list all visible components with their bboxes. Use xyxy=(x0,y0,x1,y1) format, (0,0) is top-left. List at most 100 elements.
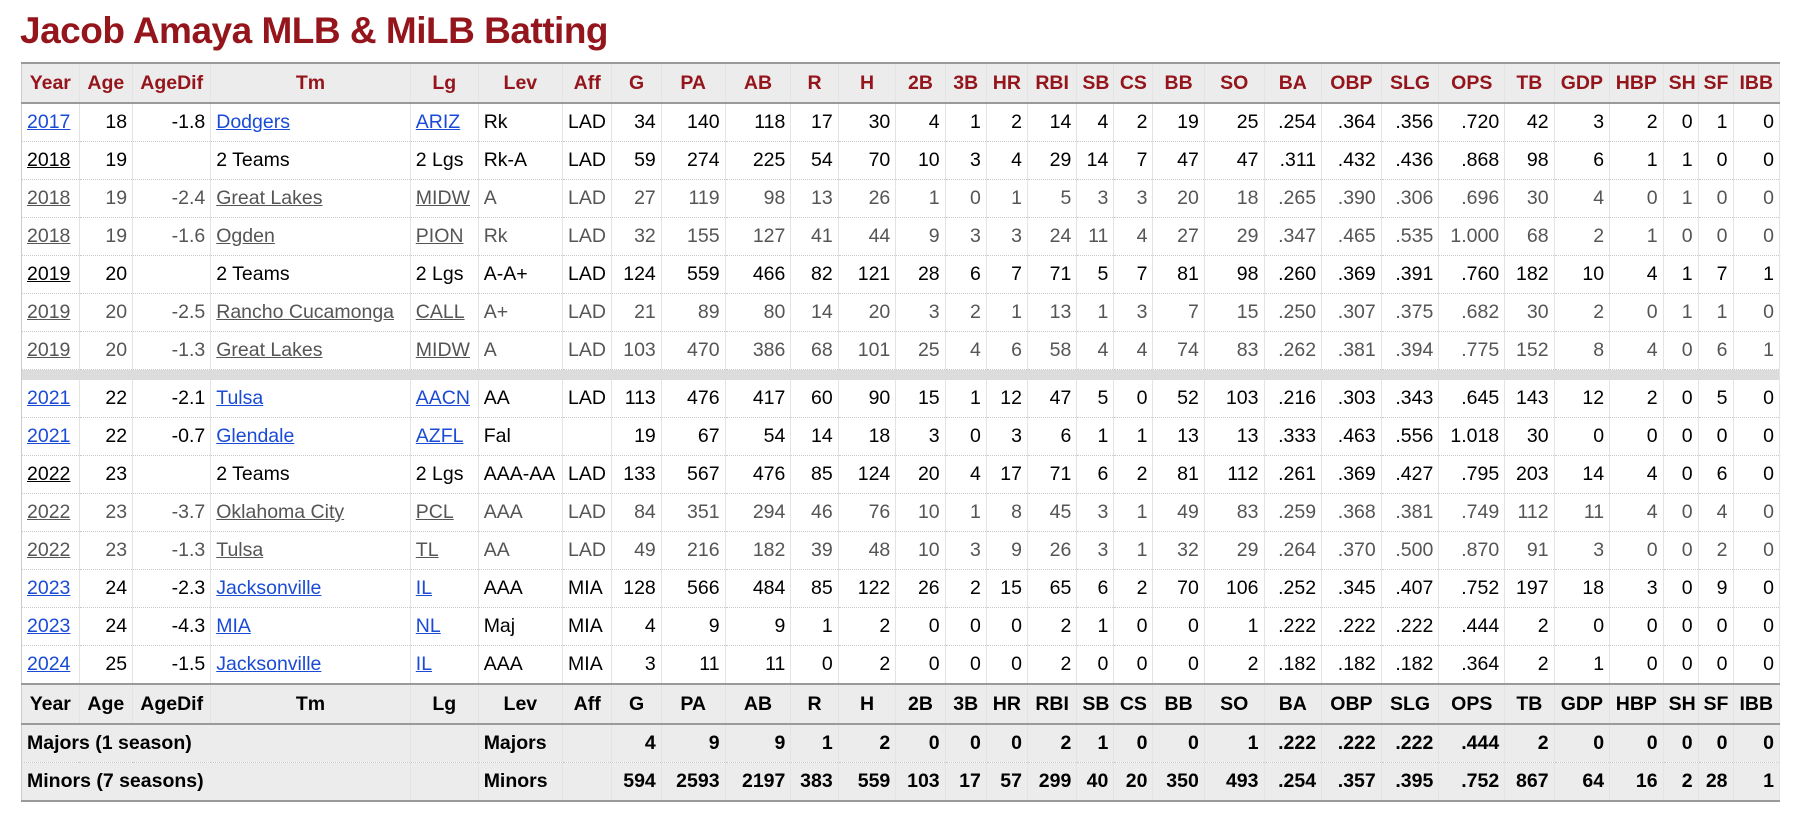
column-header-bb[interactable]: BB xyxy=(1152,683,1205,725)
column-header-cs[interactable]: CS xyxy=(1113,62,1154,104)
link-year[interactable]: 2024 xyxy=(27,653,71,675)
link-lg[interactable]: ARIZ xyxy=(415,111,461,133)
column-header-sb[interactable]: SB xyxy=(1076,62,1115,104)
column-header-hbp[interactable]: HBP xyxy=(1609,62,1664,104)
column-header-so[interactable]: SO xyxy=(1204,62,1265,104)
column-header-h[interactable]: H xyxy=(838,683,897,725)
column-header-gdp[interactable]: GDP xyxy=(1554,683,1611,725)
column-header-3b[interactable]: 3B xyxy=(945,683,987,725)
column-header-year[interactable]: Year xyxy=(21,62,80,104)
link-year[interactable]: 2022 xyxy=(27,463,71,485)
link-year[interactable]: 2022 xyxy=(27,501,71,523)
column-header-ops[interactable]: OPS xyxy=(1438,683,1506,725)
link-year[interactable]: 2019 xyxy=(27,263,71,285)
link-tm[interactable]: Oklahoma City xyxy=(216,501,345,523)
link-tm[interactable]: Great Lakes xyxy=(216,339,323,361)
column-header-ba[interactable]: BA xyxy=(1264,683,1323,725)
link-lg[interactable]: TL xyxy=(415,539,439,561)
column-header-tm[interactable]: Tm xyxy=(210,683,411,725)
link-year[interactable]: 2023 xyxy=(27,577,71,599)
link-lg[interactable]: AACN xyxy=(415,387,470,409)
column-header-rbi[interactable]: RBI xyxy=(1027,62,1078,104)
link-lg[interactable]: MIDW xyxy=(415,339,470,361)
column-header-sf[interactable]: SF xyxy=(1698,683,1734,725)
link-tm[interactable]: Jacksonville xyxy=(216,577,322,599)
column-header-lev[interactable]: Lev xyxy=(478,62,564,104)
link-year[interactable]: 2021 xyxy=(27,387,71,409)
column-header-obp[interactable]: OBP xyxy=(1321,683,1382,725)
column-header-ab[interactable]: AB xyxy=(725,683,792,725)
link-lg[interactable]: IL xyxy=(415,653,433,675)
link-tm[interactable]: Jacksonville xyxy=(216,653,322,675)
link-lg[interactable]: NL xyxy=(415,615,441,637)
link-year[interactable]: 2022 xyxy=(27,539,71,561)
link-year[interactable]: 2017 xyxy=(27,111,71,133)
link-tm[interactable]: Dodgers xyxy=(216,111,290,133)
column-header-r[interactable]: R xyxy=(790,62,839,104)
column-header-2b[interactable]: 2B xyxy=(895,62,946,104)
link-lg[interactable]: CALL xyxy=(415,301,465,323)
link-lg[interactable]: MIDW xyxy=(415,187,470,209)
column-header-age[interactable]: Age xyxy=(79,683,134,725)
column-header-ibb[interactable]: IBB xyxy=(1733,683,1781,725)
column-header-sf[interactable]: SF xyxy=(1698,62,1734,104)
column-header-3b[interactable]: 3B xyxy=(945,62,987,104)
link-tm[interactable]: Tulsa xyxy=(216,387,264,409)
column-header-pa[interactable]: PA xyxy=(661,62,726,104)
column-header-ibb[interactable]: IBB xyxy=(1733,62,1781,104)
link-year[interactable]: 2018 xyxy=(27,187,71,209)
column-header-h[interactable]: H xyxy=(838,62,897,104)
link-year[interactable]: 2019 xyxy=(27,301,71,323)
cell-gdp: 0 xyxy=(1554,724,1611,763)
column-header-ba[interactable]: BA xyxy=(1264,62,1323,104)
column-header-agedif[interactable]: AgeDif xyxy=(132,683,212,725)
column-header-aff[interactable]: Aff xyxy=(562,683,613,725)
column-header-sh[interactable]: SH xyxy=(1663,683,1699,725)
column-header-ab[interactable]: AB xyxy=(725,62,792,104)
column-header-rbi[interactable]: RBI xyxy=(1027,683,1078,725)
column-header-pa[interactable]: PA xyxy=(661,683,726,725)
link-year[interactable]: 2023 xyxy=(27,615,71,637)
link-year[interactable]: 2021 xyxy=(27,425,71,447)
column-header-lg[interactable]: Lg xyxy=(410,62,479,104)
column-header-lg[interactable]: Lg xyxy=(410,683,479,725)
link-lg[interactable]: AZFL xyxy=(415,425,464,447)
column-header-age[interactable]: Age xyxy=(79,62,134,104)
column-header-tm[interactable]: Tm xyxy=(210,62,411,104)
column-header-lev[interactable]: Lev xyxy=(478,683,564,725)
column-header-tb[interactable]: TB xyxy=(1504,683,1555,725)
column-header-bb[interactable]: BB xyxy=(1152,62,1205,104)
column-header-g[interactable]: G xyxy=(611,683,662,725)
link-tm[interactable]: Rancho Cucamonga xyxy=(216,301,395,323)
link-tm[interactable]: MIA xyxy=(216,615,251,637)
column-header-hr[interactable]: HR xyxy=(986,62,1028,104)
column-header-g[interactable]: G xyxy=(611,62,662,104)
column-header-slg[interactable]: SLG xyxy=(1381,683,1440,725)
column-header-sh[interactable]: SH xyxy=(1663,62,1699,104)
column-header-r[interactable]: R xyxy=(790,683,839,725)
column-header-agedif[interactable]: AgeDif xyxy=(132,62,212,104)
link-lg[interactable]: PCL xyxy=(415,501,454,523)
link-tm[interactable]: Ogden xyxy=(216,225,275,247)
column-header-hbp[interactable]: HBP xyxy=(1609,683,1664,725)
column-header-so[interactable]: SO xyxy=(1204,683,1265,725)
column-header-slg[interactable]: SLG xyxy=(1381,62,1440,104)
column-header-year[interactable]: Year xyxy=(21,683,80,725)
column-header-obp[interactable]: OBP xyxy=(1321,62,1382,104)
link-year[interactable]: 2018 xyxy=(27,149,71,171)
column-header-sb[interactable]: SB xyxy=(1076,683,1115,725)
column-header-ops[interactable]: OPS xyxy=(1438,62,1506,104)
link-tm[interactable]: Tulsa xyxy=(216,539,264,561)
link-year[interactable]: 2019 xyxy=(27,339,71,361)
link-tm[interactable]: Glendale xyxy=(216,425,295,447)
link-lg[interactable]: PION xyxy=(415,225,464,247)
column-header-2b[interactable]: 2B xyxy=(895,683,946,725)
link-year[interactable]: 2018 xyxy=(27,225,71,247)
column-header-cs[interactable]: CS xyxy=(1113,683,1154,725)
link-tm[interactable]: Great Lakes xyxy=(216,187,323,209)
column-header-tb[interactable]: TB xyxy=(1504,62,1555,104)
column-header-aff[interactable]: Aff xyxy=(562,62,613,104)
column-header-gdp[interactable]: GDP xyxy=(1554,62,1611,104)
link-lg[interactable]: IL xyxy=(415,577,433,599)
column-header-hr[interactable]: HR xyxy=(986,683,1028,725)
